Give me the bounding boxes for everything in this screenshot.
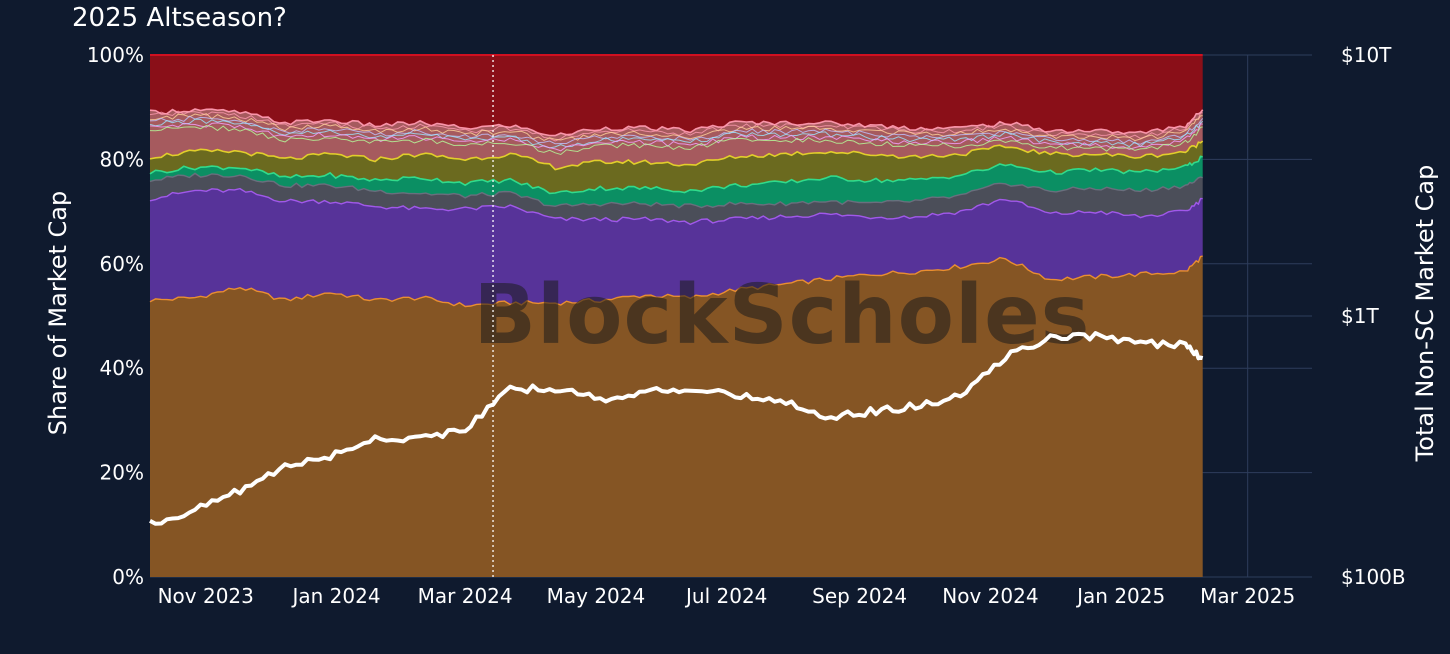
- y-tick-label: 40%: [100, 356, 144, 380]
- y2-axis-title: Total Non-SC Market Cap: [1411, 165, 1439, 463]
- x-tick-label: Nov 2024: [942, 584, 1038, 608]
- minor-series-strand-4: [149, 122, 1203, 152]
- minor-series-strand-2: [149, 115, 1204, 145]
- y-tick-label: 80%: [100, 147, 144, 171]
- y-tick-label: 100%: [87, 43, 144, 67]
- series-area-0: [150, 256, 1203, 577]
- x-tick-label: Nov 2023: [158, 584, 254, 608]
- series-edge-5: [149, 108, 1204, 137]
- y-tick-label: 0%: [112, 565, 144, 589]
- minor-series-strand-1: [149, 113, 1203, 142]
- series-edge-3: [149, 155, 1203, 195]
- stacked-areas: [150, 55, 1203, 577]
- minor-series-strand-5: [149, 124, 1203, 156]
- x-tick-label: Jan 2024: [290, 584, 380, 608]
- y2-tick-label: $10T: [1341, 43, 1392, 67]
- x-tick-label: Mar 2024: [418, 584, 513, 608]
- y-tick-label: 60%: [100, 252, 144, 276]
- y-axis-ticks: 0% 20% 40% 60% 80% 100%: [87, 43, 144, 589]
- y-tick-label: 20%: [100, 461, 144, 485]
- x-tick-label: Jan 2025: [1075, 584, 1165, 608]
- series-edge-4: [149, 140, 1204, 171]
- minor-series-strand-0: [149, 110, 1203, 142]
- total-market-cap-line-group: [149, 331, 1204, 526]
- series-area-6: [150, 55, 1203, 136]
- series-area-2: [150, 173, 1203, 225]
- x-tick-label: Jul 2024: [684, 584, 767, 608]
- series-edge-0: [149, 255, 1203, 308]
- chart-title: 2025 Altseason?: [72, 3, 287, 33]
- x-tick-label: Mar 2025: [1200, 584, 1295, 608]
- x-axis-ticks: Nov 2023 Jan 2024 Mar 2024 May 2024 Jul 2024…: [158, 584, 1296, 608]
- total-market-cap-line: [149, 331, 1204, 526]
- x-tick-label: Sep 2024: [812, 584, 907, 608]
- y2-tick-label: $1T: [1341, 304, 1379, 328]
- y2-tick-label: $100B: [1341, 565, 1406, 589]
- watermark: BlockScholes: [474, 268, 1091, 363]
- series-area-1: [150, 188, 1203, 307]
- series-area-3: [150, 156, 1203, 208]
- y2-axis-ticks: $100B $1T $10T: [1341, 43, 1406, 589]
- series-edge-2: [149, 172, 1203, 209]
- series-area-4: [150, 141, 1203, 194]
- minor-series-strand-3: [149, 118, 1204, 149]
- x-tick-label: May 2024: [547, 584, 646, 608]
- series-edge-1: [149, 187, 1203, 226]
- y-axis-title: Share of Market Cap: [44, 191, 72, 435]
- series-edges: [149, 54, 1204, 308]
